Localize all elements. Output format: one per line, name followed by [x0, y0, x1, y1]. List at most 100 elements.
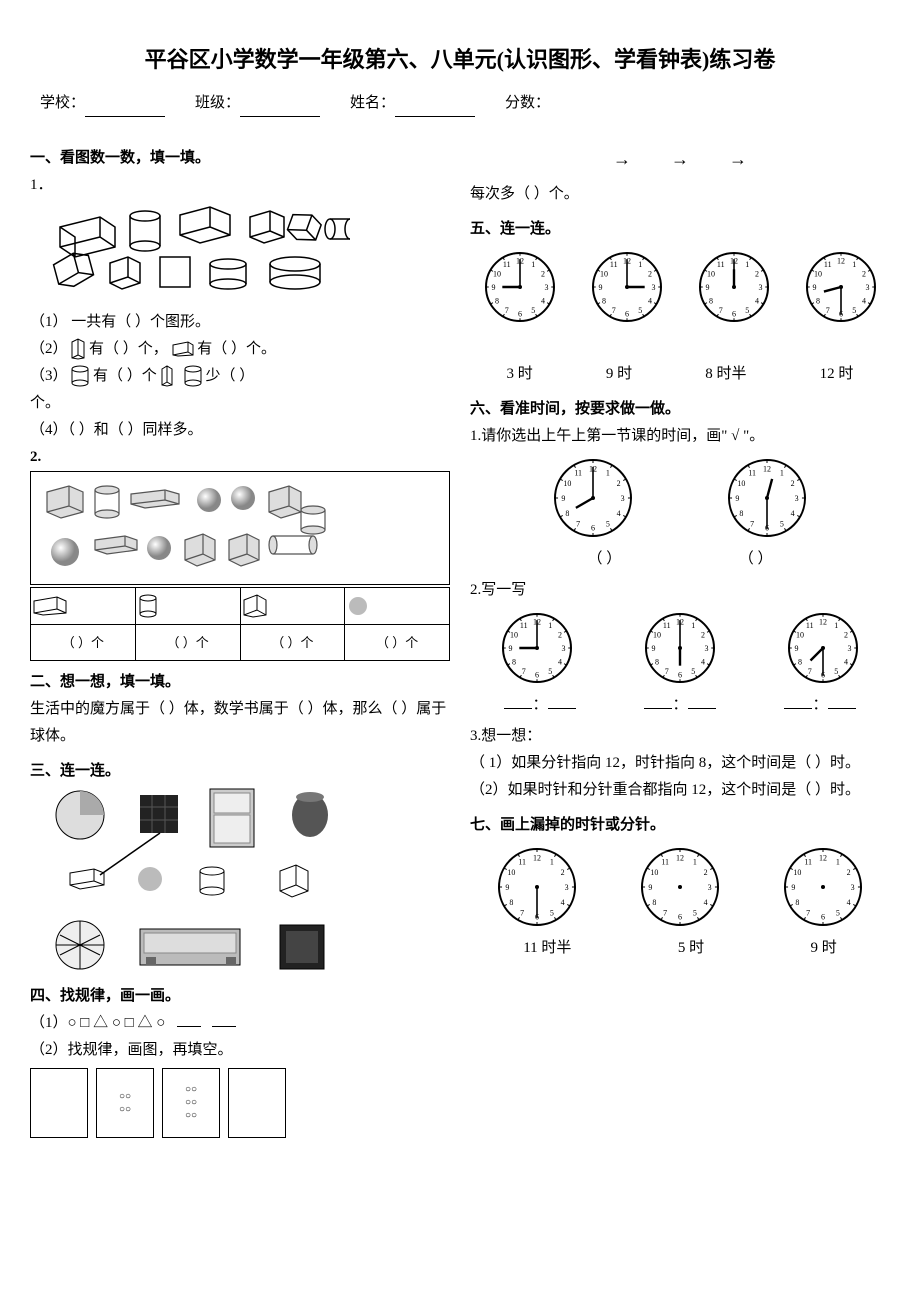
s1-l3c: 少（ ）: [206, 368, 255, 384]
svg-text:11: 11: [748, 468, 756, 477]
svg-text:4: 4: [754, 296, 758, 305]
slot2[interactable]: ：: [644, 692, 715, 719]
svg-text:1: 1: [691, 621, 695, 630]
svg-text:11: 11: [575, 468, 583, 477]
td1[interactable]: （ ）个: [31, 624, 136, 660]
clock-icon: 123456789101112: [638, 845, 722, 929]
s1-q1: 1．: [30, 172, 450, 199]
pbox4[interactable]: [228, 1068, 286, 1138]
svg-text:9: 9: [705, 283, 709, 292]
s7-lb2: 9 时: [811, 935, 837, 962]
s4-boxes: ○○○○ ○○○○○○: [30, 1068, 450, 1138]
clock-icon: 123456789101112: [551, 456, 635, 540]
s4-slot1[interactable]: [177, 1026, 201, 1027]
svg-text:9: 9: [491, 283, 495, 292]
svg-text:11: 11: [609, 260, 617, 269]
svg-text:2: 2: [647, 270, 651, 279]
cuboid-tall-icon: [71, 338, 85, 360]
paren1[interactable]: （ ）: [587, 546, 621, 573]
svg-text:12: 12: [819, 617, 827, 626]
svg-text:8: 8: [566, 509, 570, 518]
th-sphere: [345, 587, 450, 624]
s5-match-space[interactable]: [470, 331, 890, 357]
svg-text:7: 7: [806, 909, 810, 918]
svg-text:4: 4: [846, 898, 850, 907]
clock-icon: 123456789101112: [642, 610, 718, 686]
svg-text:10: 10: [814, 270, 822, 279]
page-title: 平谷区小学数学一年级第六、八单元(认识图形、学看钟表)练习卷: [30, 40, 890, 80]
td4[interactable]: （ ）个: [345, 624, 450, 660]
s7-lb1: 5 时: [678, 935, 704, 962]
svg-text:5: 5: [745, 306, 749, 315]
svg-text:3: 3: [847, 644, 851, 653]
s5-lb2: 8 时半: [705, 361, 746, 388]
svg-text:3: 3: [651, 283, 655, 292]
svg-text:6: 6: [591, 524, 595, 533]
svg-text:8: 8: [652, 898, 656, 907]
clock-icon: 123456789101112: [803, 249, 879, 325]
svg-text:6: 6: [625, 310, 629, 319]
svg-text:7: 7: [611, 306, 615, 315]
school-blank[interactable]: [85, 99, 165, 117]
svg-text:5: 5: [834, 667, 838, 676]
clock-icon: 123456789101112: [785, 610, 861, 686]
svg-text:2: 2: [861, 270, 865, 279]
svg-text:8: 8: [510, 898, 514, 907]
s6-q3b: （2）如果时针和分针重合都指向 12，这个时间是（ ）时。: [470, 777, 890, 804]
arrow-icon: →: [613, 143, 631, 175]
svg-text:11: 11: [806, 621, 814, 630]
slot3[interactable]: ：: [784, 692, 855, 719]
svg-text:4: 4: [540, 296, 544, 305]
td2[interactable]: （ ）个: [135, 624, 240, 660]
name-label: 姓名：: [350, 95, 395, 111]
cuboid-flat-icon: [172, 341, 194, 357]
svg-text:7: 7: [577, 520, 581, 529]
s1-shapes-fig: [30, 199, 450, 309]
s6-c1-paren: （ ） （ ）: [470, 546, 890, 573]
svg-text:6: 6: [732, 310, 736, 319]
s2-head: 二、想一想，填一填。: [30, 669, 450, 696]
svg-text:9: 9: [791, 883, 795, 892]
s1-q2-box: [30, 471, 450, 585]
arrow-icon: →: [729, 143, 747, 175]
svg-text:4: 4: [704, 898, 708, 907]
svg-text:10: 10: [600, 270, 608, 279]
td3[interactable]: （ ）个: [240, 624, 345, 660]
s7-lb0: 11 时半: [523, 935, 571, 962]
s6-head: 六、看准时间，按要求做一做。: [470, 396, 890, 423]
svg-text:4: 4: [617, 509, 621, 518]
colon2: ：: [672, 697, 687, 713]
s1-l3d: 个。: [30, 390, 450, 417]
svg-text:2: 2: [754, 270, 758, 279]
svg-text:9: 9: [651, 644, 655, 653]
clock-icon: 123456789101112: [482, 249, 558, 325]
svg-text:12: 12: [676, 853, 684, 862]
svg-text:4: 4: [861, 296, 865, 305]
svg-text:10: 10: [564, 479, 572, 488]
svg-text:5: 5: [779, 520, 783, 529]
svg-text:1: 1: [550, 857, 554, 866]
s1-l3: （3） 有（ ）个 少（ ）: [30, 363, 450, 390]
svg-text:5: 5: [606, 520, 610, 529]
name-blank[interactable]: [395, 99, 475, 117]
s4-slot2[interactable]: [212, 1026, 236, 1027]
class-blank[interactable]: [240, 99, 320, 117]
svg-text:9: 9: [509, 644, 513, 653]
svg-text:8: 8: [495, 296, 499, 305]
svg-text:3: 3: [562, 644, 566, 653]
paren2[interactable]: （ ）: [739, 546, 773, 573]
svg-text:2: 2: [704, 868, 708, 877]
s1-q2: 2.: [30, 444, 450, 471]
svg-text:6: 6: [518, 310, 522, 319]
s6-c2-slots: ： ： ：: [470, 692, 890, 719]
svg-text:2: 2: [540, 270, 544, 279]
svg-text:4: 4: [844, 657, 848, 666]
svg-text:5: 5: [691, 667, 695, 676]
svg-text:3: 3: [850, 883, 854, 892]
s5-lb1: 9 时: [606, 361, 632, 388]
slot1[interactable]: ：: [504, 692, 575, 719]
svg-text:1: 1: [606, 468, 610, 477]
s1-l1: （1） 一共有（ ）个图形。: [30, 309, 450, 336]
arrow-icon: →: [671, 143, 689, 175]
svg-text:4: 4: [561, 898, 565, 907]
